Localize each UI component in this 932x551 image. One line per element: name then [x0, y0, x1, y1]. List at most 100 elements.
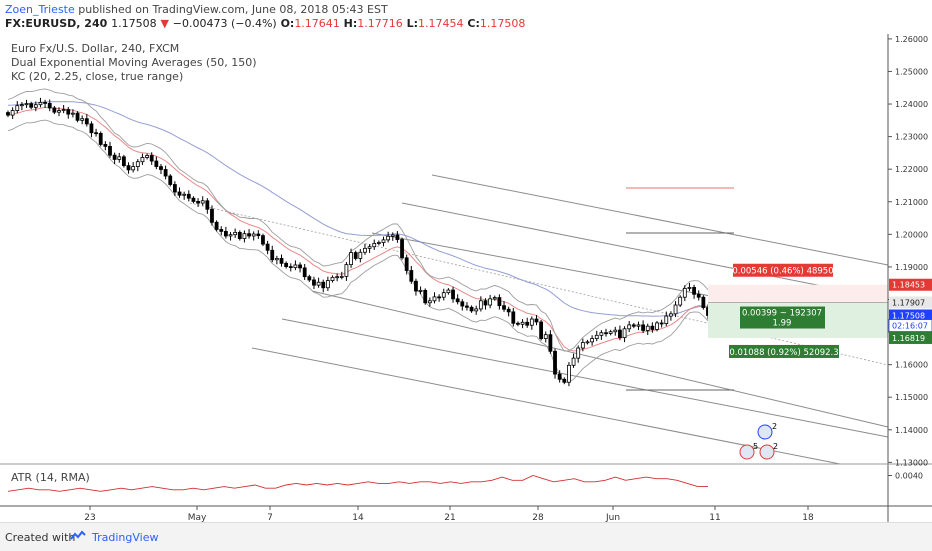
price-tag: 1.18453	[892, 281, 925, 290]
candle-body	[186, 193, 191, 199]
candle-body	[409, 270, 414, 282]
candle-body	[645, 325, 650, 331]
candle-body	[205, 200, 210, 210]
x-tick-label: 23	[84, 513, 95, 522]
event-count: 5	[753, 442, 758, 451]
candle-body	[316, 281, 321, 286]
last-price: 1.17508	[111, 17, 157, 30]
channel-line	[251, 347, 841, 465]
candle-body	[261, 235, 265, 245]
flag-us-icon	[739, 444, 755, 460]
y-tick-label: 1.19000	[895, 263, 928, 272]
x-tick-label: 28	[532, 513, 544, 522]
stop-label: 0.00546 (0.46%) 48950	[732, 267, 833, 277]
legend-kc[interactable]: KC (20, 2.25, close, true range)	[11, 70, 184, 83]
candle-body	[196, 201, 200, 204]
ema-slow-line	[7, 101, 708, 317]
y-tick-label: 1.24000	[895, 100, 928, 109]
stop-label-bg	[733, 263, 833, 277]
candle-body	[664, 315, 669, 324]
candle-body	[339, 275, 344, 278]
legend-atr[interactable]: ATR (14, RMA)	[11, 471, 90, 484]
flag-eu-icon	[759, 444, 775, 460]
candle-body	[576, 347, 581, 359]
y-tick-label: 1.22000	[895, 165, 928, 174]
y-tick-label: 1.13000	[895, 458, 928, 467]
candle-body	[98, 132, 103, 145]
candle-body	[673, 304, 678, 315]
price-tag-bg	[889, 309, 932, 322]
candle-body	[307, 276, 312, 281]
candle-body	[395, 234, 400, 240]
candle-body	[529, 318, 534, 326]
target-label: 0.01088 (0.92%) 52092.3	[729, 348, 838, 358]
open-value: 1.17641	[294, 17, 340, 30]
economic-events[interactable]: 2 5 2	[739, 422, 778, 460]
candle-body	[154, 160, 159, 167]
candle-body	[437, 296, 442, 299]
candle-body	[585, 341, 590, 344]
x-tick-label: 21	[444, 513, 455, 522]
candle-body	[159, 166, 163, 170]
tradingview-link[interactable]: TradingView	[92, 531, 159, 544]
price-tag-bg	[889, 278, 932, 291]
candle-body	[321, 281, 326, 289]
candle-body	[562, 378, 567, 383]
candle-body	[38, 102, 43, 106]
footer: Created with TradingView	[0, 522, 932, 551]
symbol-label[interactable]: FX:EURUSD, 240	[5, 17, 108, 30]
price-chart[interactable]: 0.00546 (0.46%) 48950 0.00399 ~ 1923071.9…	[0, 34, 932, 522]
candle-body	[460, 301, 465, 307]
candle-body	[247, 233, 251, 237]
candle-body	[149, 155, 154, 162]
x-tick-label: 18	[802, 513, 814, 522]
candle-body	[432, 296, 437, 302]
kc-upper-line	[7, 88, 709, 352]
candle-body	[256, 233, 261, 237]
y-tick-label: 1.21000	[895, 198, 928, 207]
candle-body	[237, 231, 242, 239]
candle-body	[604, 332, 608, 335]
candle-body	[66, 109, 71, 115]
price-tag: 1.17508	[892, 312, 925, 321]
candle-body	[302, 267, 307, 278]
candle-body	[502, 305, 506, 310]
y-tick-label: 1.16000	[895, 361, 928, 370]
candle-body	[57, 110, 61, 113]
channel-line	[401, 202, 889, 300]
publish-line: Zoen_Trieste published on TradingView.co…	[5, 3, 388, 16]
candle-body	[344, 264, 349, 277]
symbol-line: FX:EURUSD, 240 1.17508 ▼ −0.00473 (−0.4%…	[5, 17, 526, 30]
candle-body	[61, 109, 66, 111]
candle-body	[270, 249, 275, 261]
candle-body	[474, 308, 479, 312]
x-tick-label: Jun	[605, 513, 620, 522]
channel-line	[431, 174, 889, 266]
candle-body	[210, 208, 214, 223]
atr-line	[7, 475, 708, 492]
candle-body	[80, 118, 85, 121]
author-link[interactable]: Zoen_Trieste	[5, 3, 75, 16]
legend-dema[interactable]: Dual Exponential Moving Averages (50, 15…	[11, 56, 257, 69]
candle-body	[687, 287, 692, 289]
candle-body	[627, 324, 632, 330]
candle-body	[483, 300, 488, 306]
candle-body	[251, 233, 256, 237]
candle-body	[451, 289, 455, 300]
price-tag: 1.17907	[892, 299, 925, 308]
candle-body	[414, 280, 418, 292]
candle-body	[112, 154, 117, 160]
channel-line	[311, 290, 889, 428]
candle-body	[223, 231, 228, 237]
position-tool[interactable]: 0.00546 (0.46%) 48950 0.00399 ~ 1923071.9…	[708, 263, 888, 358]
candle-body	[228, 234, 233, 237]
candle-body	[567, 364, 571, 383]
candle-body	[641, 324, 645, 331]
high-value: 1.17716	[357, 17, 403, 30]
x-tick-label: May	[188, 513, 207, 522]
candle-body	[71, 112, 75, 115]
candle-body	[446, 289, 451, 294]
candle-body	[363, 247, 367, 253]
candle-body	[367, 246, 372, 249]
candle-body	[441, 292, 446, 298]
